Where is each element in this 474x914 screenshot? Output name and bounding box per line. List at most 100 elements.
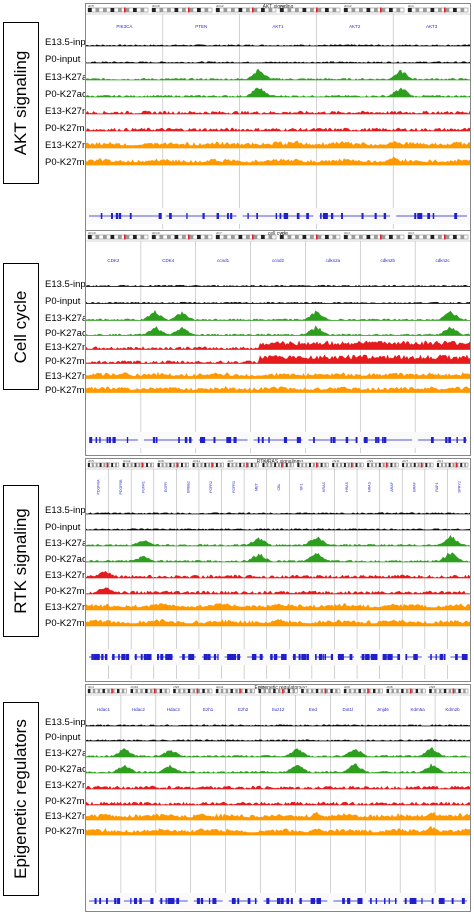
- signal-track-k27ac: [86, 87, 470, 98]
- chromosome-ideogram: chr6: [173, 685, 213, 694]
- chromosome-ideogram: chr12: [215, 4, 277, 13]
- track-label: P0-K27ac: [45, 328, 87, 339]
- signal-track-k27me3: [86, 110, 470, 115]
- signal-track-input: [86, 512, 470, 515]
- gene-label: cdkn2a: [326, 258, 341, 263]
- gene-model: [298, 898, 328, 904]
- chromosome-ideogram: chr6: [429, 685, 469, 694]
- chromosome-label: chr19: [152, 4, 160, 8]
- gene-model: [89, 654, 108, 660]
- gene-label: MET: [254, 482, 258, 490]
- gene-label: ccnd1: [217, 258, 230, 263]
- chromosome-label: chr4: [88, 685, 94, 689]
- gene-label: ccnd2: [272, 258, 285, 263]
- panel-d: Epigenetic regulators D E13.5-input P0-i…: [0, 680, 474, 914]
- chromosome-ideogram: chr8: [157, 459, 189, 468]
- track-label: E13-K27me1: [45, 371, 101, 382]
- chromosome-label: chr8: [387, 685, 393, 689]
- track-label: P0-K27me3: [45, 796, 96, 807]
- gene-model: [253, 437, 303, 443]
- signal-track-k27me3: [86, 354, 470, 364]
- track-label: E13-K27me1: [45, 811, 101, 822]
- gene-model: [198, 437, 248, 443]
- gene-model: [179, 654, 196, 660]
- chromosome-ideogram: chr4: [87, 685, 127, 694]
- chromosome-label: chr10: [88, 231, 96, 235]
- gene-label: CBL: [277, 484, 281, 491]
- track-label: E13-K27me3: [45, 342, 101, 353]
- signal-track-k27me3: [86, 801, 470, 806]
- signal-track-k27me3: [86, 785, 470, 790]
- chromosome-label: chr5: [259, 685, 265, 689]
- chromosome-ideogram: chr7: [215, 231, 277, 240]
- chromosome-label: chr11: [332, 459, 340, 463]
- chromosome-label: chr6: [429, 685, 435, 689]
- gene-label: ARAF: [390, 481, 394, 491]
- gene-label: PDGFRA: [96, 479, 100, 495]
- track-label: P0-input: [45, 54, 81, 65]
- panel-b: Cell cycle B E13.5-input P0-input E13-K2…: [0, 228, 474, 456]
- gene-label: Dot1l: [343, 707, 354, 712]
- signal-track-k27ac: [86, 309, 470, 321]
- signal-track-k27me3: [86, 340, 470, 350]
- chromosome-ideogram: chr1: [436, 459, 469, 468]
- chromosome-label: chr6: [280, 231, 286, 235]
- chromosome-label: chr5: [88, 4, 94, 8]
- chromosome-label: chr10: [131, 685, 139, 689]
- chromosome-label: chr7: [301, 685, 307, 689]
- chromosome-label: chr6: [297, 459, 303, 463]
- chromosome-label: chr5: [88, 459, 94, 463]
- gene-label: NF1: [300, 484, 304, 491]
- gene-label: NRAS: [367, 481, 371, 492]
- panel-title-c: RTK/RAS signaling: [256, 459, 300, 465]
- gene-model: [89, 437, 138, 443]
- signal-track-input: [86, 301, 470, 304]
- chromosome-label: chr8: [158, 459, 164, 463]
- genome-browser-c: RTK/RAS signaling chr5 chr12 chr8 chr11 chr7…: [85, 458, 471, 682]
- chromosome-label: chr5: [263, 459, 269, 463]
- signal-track-k27me1: [86, 825, 470, 836]
- gene-model: [143, 437, 193, 443]
- chromosome-ideogram: chr5: [258, 685, 298, 694]
- gene-label: AKT3: [426, 24, 438, 29]
- track-label: E13-K27ac: [45, 313, 93, 324]
- signal-track-k27ac: [86, 534, 470, 547]
- signal-track-k27me1: [86, 156, 470, 166]
- track-label: P0-input: [45, 522, 81, 533]
- chromosome-label: chr6: [173, 685, 179, 689]
- track-label: E13.5-inpu: [45, 505, 91, 516]
- track-label: P0-K27me3: [45, 123, 96, 134]
- track-label: P0-K27me: [45, 586, 90, 597]
- panel-a: AKT signaling A E13.5-input P0-input E13…: [0, 0, 474, 233]
- chromosome-label: chr1: [408, 4, 414, 8]
- gene-label: Hdac3: [167, 707, 181, 712]
- gene-label: AKT1: [272, 24, 284, 29]
- chromosome-ideogram: chr5: [262, 459, 294, 468]
- gene-label: Kdm5a: [411, 707, 426, 712]
- side-label-a: AKT signaling: [11, 50, 30, 156]
- panel-c: RTK signaling C E13.5-inpu P0-input E13-…: [0, 455, 474, 682]
- chromosome-label: chr7: [216, 231, 222, 235]
- signal-track-k27me1: [86, 811, 470, 821]
- gene-model: [314, 654, 334, 660]
- track-label: P0-K27me1: [45, 157, 96, 168]
- gene-model: [405, 654, 422, 660]
- gene-label: RAF1: [435, 482, 439, 491]
- track-label: P0-K27ac: [45, 554, 87, 565]
- gene-label: cdkn2b: [380, 258, 395, 263]
- gene-model: [158, 898, 188, 904]
- chromosome-ideogram: chr11: [215, 685, 255, 694]
- gene-model: [427, 654, 446, 660]
- signal-track-k27me3: [86, 587, 470, 595]
- gene-label: KRAS: [322, 482, 326, 492]
- signal-track-k27ac: [86, 747, 470, 758]
- gene-model: [224, 654, 242, 660]
- track-label: P0-K27me1: [45, 385, 96, 396]
- gene-label: Kdm2b: [445, 707, 460, 712]
- gene-model: [450, 654, 468, 660]
- track-label: P0-K27ac: [45, 764, 87, 775]
- chromosome-label: chr4: [408, 231, 414, 235]
- gene-model: [242, 213, 314, 219]
- track-label: E13.5-input: [45, 279, 94, 290]
- gene-label: Suz12: [272, 707, 285, 712]
